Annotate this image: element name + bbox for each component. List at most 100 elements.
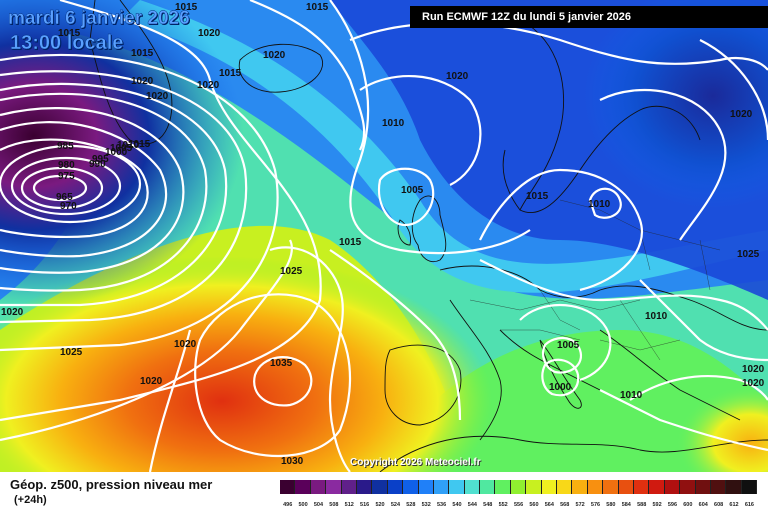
isobar-990 xyxy=(0,121,168,258)
scale-swatch xyxy=(618,480,634,494)
scale-label: 584 xyxy=(621,502,631,508)
isobar-1020-west xyxy=(0,0,322,422)
pressure-label: 970 xyxy=(60,201,77,212)
isobar-1015-mid xyxy=(329,249,462,421)
scale-label: 512 xyxy=(344,502,354,508)
pressure-label: 975 xyxy=(58,171,75,182)
isobars xyxy=(0,0,768,472)
pressure-label: 1010 xyxy=(620,390,643,401)
scale-swatch xyxy=(295,480,311,494)
scale-label: 548 xyxy=(483,502,493,508)
isobar-1025-mid xyxy=(269,246,351,472)
isobar-970 xyxy=(20,166,104,210)
scale-swatch xyxy=(649,480,665,494)
pressure-label: 1010 xyxy=(588,199,611,210)
scale-label: 616 xyxy=(744,502,754,508)
scale-label: 544 xyxy=(467,502,477,508)
pressure-label: 1015 xyxy=(339,237,362,248)
isobar-1020-se xyxy=(629,374,768,401)
isobar-1010-scand xyxy=(588,187,622,219)
pressure-labels: 1015 1015 1020 1015 1015 1020 1020 1020 … xyxy=(1,2,765,467)
isobar-1015-west xyxy=(0,53,279,352)
geopotential-map: 1015 1015 1020 1015 1015 1020 1020 1020 … xyxy=(0,0,768,472)
isobar-1000-europe xyxy=(541,358,580,397)
pressure-label: 990 xyxy=(89,159,106,170)
scale-swatch xyxy=(418,480,434,494)
pressure-label: 995 xyxy=(92,154,109,165)
scale-swatch xyxy=(603,480,619,494)
pressure-label: 1005 xyxy=(110,143,133,154)
scale-swatch xyxy=(557,480,573,494)
scale-label: 564 xyxy=(544,502,554,508)
pressure-label: 1015 xyxy=(128,139,151,150)
scale-swatch xyxy=(664,480,681,494)
isobar-1030 xyxy=(194,293,352,458)
scale-label: 608 xyxy=(714,502,724,508)
scale-swatch xyxy=(526,480,542,494)
pressure-label: 1020 xyxy=(742,364,765,375)
pressure-label: 1035 xyxy=(270,358,293,369)
scale-label: 576 xyxy=(590,502,601,508)
scale-swatch xyxy=(495,480,511,494)
scale-label: 516 xyxy=(360,502,370,508)
pressure-label: 1015 xyxy=(58,28,81,39)
scale-swatch xyxy=(680,480,696,494)
scale-swatch xyxy=(726,480,742,494)
scale-swatch xyxy=(326,480,342,494)
isobar-975 xyxy=(10,156,122,216)
isobar-995 xyxy=(0,107,185,274)
pressure-label: 1010 xyxy=(645,311,668,322)
isobar-1010-se xyxy=(599,389,768,452)
pressure-label: 1020 xyxy=(140,376,163,387)
pressure-label: 1020 xyxy=(198,28,221,39)
scale-swatch xyxy=(310,480,327,494)
scale-label: 540 xyxy=(452,502,462,508)
scale-label: 528 xyxy=(406,502,416,508)
scale-swatch xyxy=(480,480,496,494)
scale-swatch xyxy=(464,480,481,494)
pressure-label: 1020 xyxy=(742,378,765,389)
iceland-coast xyxy=(238,43,323,93)
field-low xyxy=(0,0,420,340)
isobar-1015-e xyxy=(639,279,768,362)
pressure-label: 1020 xyxy=(197,80,220,91)
pressure-label: 965 xyxy=(56,192,73,203)
scale-label: 496 xyxy=(283,502,293,508)
scale-label: 612 xyxy=(729,502,739,508)
scale-label: 572 xyxy=(575,502,585,508)
forecast-time: 13:00 locale xyxy=(10,32,124,54)
scale-label: 600 xyxy=(683,502,693,508)
pressure-label: 1025 xyxy=(737,249,760,260)
scale-swatch xyxy=(741,480,758,494)
scale-swatch xyxy=(449,480,465,494)
scale-label: 552 xyxy=(498,502,508,508)
borders xyxy=(469,199,721,361)
scale-swatch xyxy=(433,480,450,494)
forecast-date: mardi 6 janvier 2026 xyxy=(8,8,190,29)
pressure-label: 1005 xyxy=(401,185,424,196)
scale-swatch xyxy=(372,480,388,494)
pressure-label: 1000 xyxy=(549,382,572,393)
scale-label: 524 xyxy=(390,502,401,508)
scale-label: 504 xyxy=(313,502,324,508)
pressure-label: 1020 xyxy=(174,339,197,350)
legend-title: Géop. z500, pression niveau mer xyxy=(10,477,213,492)
isobar-985 xyxy=(0,138,149,239)
scale-swatch xyxy=(403,480,419,494)
pressure-label: 1000 xyxy=(105,147,128,158)
scale-swatch xyxy=(541,480,558,494)
isobar-980 xyxy=(0,144,142,224)
isobar-1005 xyxy=(0,82,228,307)
scale-swatch xyxy=(356,480,373,494)
scale-label: 580 xyxy=(606,502,616,508)
isobar-1020-south xyxy=(148,329,192,472)
scale-label: 596 xyxy=(667,502,678,508)
pressure-label: 1025 xyxy=(60,347,83,358)
scale-label: 588 xyxy=(637,502,647,508)
pressure-label: 1020 xyxy=(131,76,154,87)
isobar-965 xyxy=(32,174,88,202)
scale-label: 520 xyxy=(375,502,385,508)
scale-swatch xyxy=(572,480,588,494)
pressure-label: 1020 xyxy=(146,91,169,102)
pressure-label: 1015 xyxy=(175,2,198,13)
